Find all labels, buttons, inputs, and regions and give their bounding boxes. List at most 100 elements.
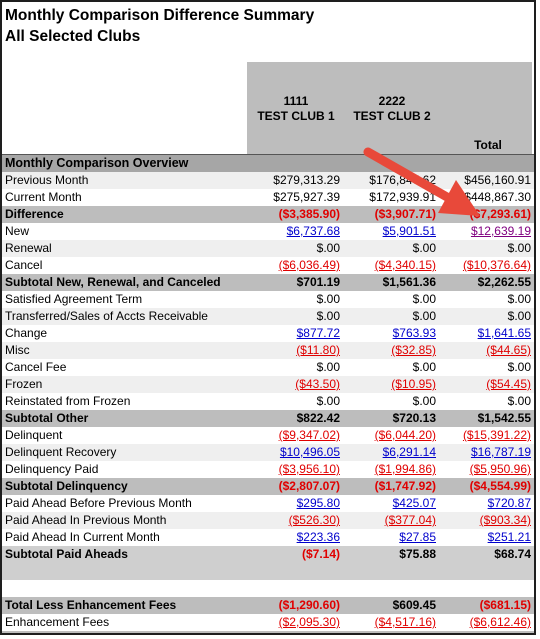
value-link[interactable]: ($526.30) (288, 513, 340, 527)
value-cell: ($6,044.20) (343, 427, 439, 444)
value-link[interactable]: ($5,950.96) (469, 462, 531, 476)
value-text: $456,160.91 (464, 173, 531, 187)
value-cell: $.00 (343, 308, 439, 325)
value-link[interactable]: $295.80 (296, 496, 340, 510)
value-link[interactable]: ($903.34) (479, 513, 531, 527)
value-link[interactable]: $16,787.19 (470, 445, 531, 459)
value-link[interactable]: ($6,036.49) (278, 258, 340, 272)
value-cell: $1,641.65 (439, 325, 534, 342)
value-cell: ($54.45) (439, 376, 534, 393)
value-cell: ($1,747.92) (343, 478, 439, 495)
value-cell: $.00 (439, 393, 534, 410)
value-link[interactable]: $223.36 (296, 530, 340, 544)
value-link[interactable]: ($1,994.86) (374, 462, 436, 476)
value-cell: $720.13 (343, 410, 439, 427)
value-text: ($7.14) (301, 547, 340, 561)
value-link[interactable]: ($15,391.22) (462, 428, 531, 442)
value-cell: ($4,554.99) (439, 478, 534, 495)
value-text: $.00 (316, 360, 340, 374)
row-label: Monthly Comparison Overview (2, 154, 247, 172)
table-row: New $6,737.68 $5,901.51 $12,639.19 (2, 223, 534, 240)
column-header-club-2: 2222 TEST CLUB 2 (344, 94, 440, 124)
value-link[interactable]: ($43.50) (295, 377, 340, 391)
value-cell: $448,867.30 (439, 189, 534, 206)
value-link[interactable]: $10,496.05 (279, 445, 340, 459)
value-cell: $.00 (247, 291, 343, 308)
row-label: TOTAL DIFFERENCE (2, 631, 247, 633)
value-text: $.00 (507, 292, 531, 306)
value-text: $2,262.55 (477, 275, 531, 289)
table-row: Delinquent Recovery $10,496.05 $6,291.14 $1… (2, 444, 534, 461)
table-row: Subtotal Delinquency ($2,807.07) ($1,747.9… (2, 478, 534, 495)
value-cell: $456,160.91 (439, 172, 534, 189)
summary-table: Monthly Comparison Overview Previous Mont… (2, 154, 534, 633)
value-link[interactable]: $5,901.51 (382, 224, 436, 238)
value-text: $.00 (412, 360, 436, 374)
value-cell: $2,262.55 (439, 274, 534, 291)
row-label: Misc (2, 342, 247, 359)
row-label: Reinstated from Frozen (2, 393, 247, 410)
table-row: Difference ($3,385.90) ($3,907.71) ($7,293.… (2, 206, 534, 223)
value-link[interactable]: ($6,044.20) (374, 428, 436, 442)
value-cell: ($3,385.90) (247, 206, 343, 223)
value-text: $.00 (316, 292, 340, 306)
row-label: Transferred/Sales of Accts Receivable (2, 308, 247, 325)
value-cell: $5,901.51 (343, 223, 439, 240)
table-row: Current Month $275,927.39 $172,939.91 $448,… (2, 189, 534, 206)
value-link[interactable]: $27.85 (399, 530, 436, 544)
value-link[interactable]: ($6,612.46) (469, 615, 531, 629)
value-link[interactable]: ($9,347.02) (278, 428, 340, 442)
value-link[interactable]: ($10,376.64) (462, 258, 531, 272)
value-link[interactable]: ($54.45) (486, 377, 531, 391)
value-link[interactable]: $6,291.14 (382, 445, 436, 459)
value-link[interactable]: $1,641.65 (477, 326, 531, 340)
value-text: $176,847.62 (369, 173, 436, 187)
column-header-name: Total (474, 138, 502, 152)
value-link[interactable]: ($4,517.16) (374, 615, 436, 629)
value-link[interactable]: ($44.65) (486, 343, 531, 357)
value-text: $.00 (412, 292, 436, 306)
value-link[interactable]: $6,737.68 (286, 224, 340, 238)
value-link[interactable]: ($3,956.10) (278, 462, 340, 476)
value-text: $822.42 (296, 411, 340, 425)
value-cell: ($10.95) (343, 376, 439, 393)
value-text: $.00 (316, 241, 340, 255)
value-link[interactable]: $720.87 (487, 496, 531, 510)
value-cell: ($1,290.60) (247, 597, 343, 614)
value-cell: $279,313.29 (247, 172, 343, 189)
report-title: Monthly Comparison Difference Summary (5, 7, 315, 24)
value-cell: $822.42 (247, 410, 343, 427)
value-text: ($7,293.61) (470, 632, 531, 633)
value-cell: $.00 (343, 393, 439, 410)
value-text: ($1,747.92) (374, 479, 436, 493)
value-text: $68.74 (494, 547, 531, 561)
value-cell: $12,639.19 (439, 223, 534, 240)
value-cell: ($2,095.30) (247, 614, 343, 631)
value-link[interactable]: ($4,340.15) (374, 258, 436, 272)
value-link[interactable]: $251.21 (487, 530, 531, 544)
value-cell: ($6,036.49) (247, 257, 343, 274)
value-link[interactable]: $425.07 (392, 496, 436, 510)
report-subtitle: All Selected Clubs (5, 28, 141, 45)
value-link[interactable]: ($11.80) (296, 343, 340, 357)
value-link[interactable]: $12,639.19 (470, 224, 531, 238)
value-link[interactable]: ($2,095.30) (278, 615, 340, 629)
value-cell: $.00 (247, 359, 343, 376)
row-label: Previous Month (2, 172, 247, 189)
value-cell (343, 154, 439, 172)
row-label (2, 580, 247, 597)
row-label: Satisfied Agreement Term (2, 291, 247, 308)
value-link[interactable]: ($377.04) (384, 513, 436, 527)
row-label: Enhancement Fees (2, 614, 247, 631)
value-link[interactable]: ($32.85) (391, 343, 436, 357)
value-link[interactable]: $877.72 (296, 326, 340, 340)
value-cell: $763.93 (343, 325, 439, 342)
value-link[interactable]: ($10.95) (391, 377, 436, 391)
value-text: $275,927.39 (273, 190, 340, 204)
value-cell: $.00 (247, 393, 343, 410)
value-link[interactable]: $763.93 (392, 326, 436, 340)
row-label: Renewal (2, 240, 247, 257)
table-row: Change $877.72 $763.93 $1,641.65 (2, 325, 534, 342)
table-row: Total Less Enhancement Fees ($1,290.60) $6… (2, 597, 534, 614)
